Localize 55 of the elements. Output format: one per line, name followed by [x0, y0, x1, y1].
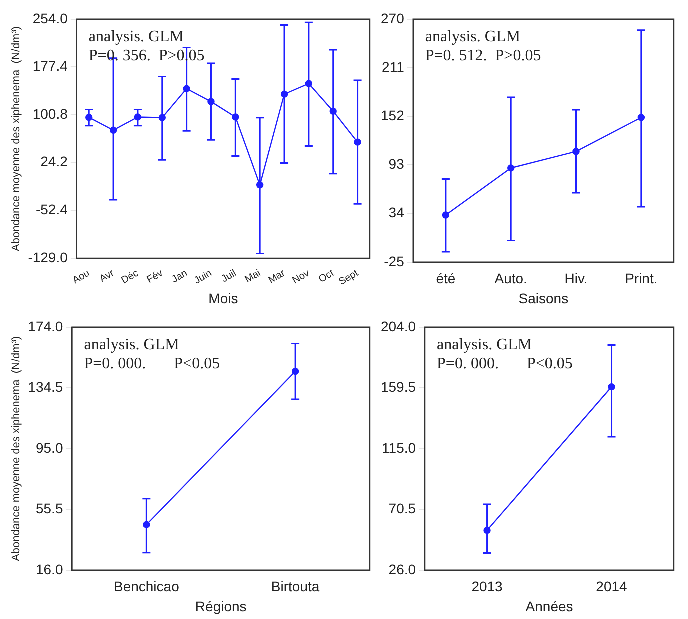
x-tick-label: 2014 — [596, 578, 628, 595]
y-tick-label: 152 — [381, 107, 405, 124]
annotation: analysis. GLM — [84, 336, 180, 354]
x-tick-label: Déc — [120, 268, 141, 287]
x-tick-label: Nov — [290, 268, 312, 287]
y-tick-label: 55.5 — [36, 500, 64, 517]
x-tick-label: Sept — [337, 268, 361, 288]
x-tick-label: Hiv. — [564, 270, 588, 287]
x-tick-label: Auto. — [494, 270, 528, 287]
annotation: analysis. GLM — [425, 28, 520, 46]
x-tick-label: Print. — [625, 270, 658, 287]
y-tick-label: 93 — [388, 156, 405, 172]
annotation: P=0. 000. P<0.05 — [84, 356, 220, 373]
y-tick-label: 254.0 — [32, 10, 68, 26]
x-axis-title: Mois — [208, 290, 238, 306]
x-tick-label: Mai — [243, 268, 263, 286]
y-tick-label: 174.0 — [28, 318, 64, 334]
y-tick-label: 134.5 — [28, 379, 64, 396]
annotation: analysis. GLM — [88, 28, 184, 46]
y-tick-label: -129.0 — [28, 249, 68, 266]
y-tick-label: 211 — [382, 58, 405, 75]
y-tick-label: 95.0 — [36, 440, 64, 456]
annotation: P=0. 000. P<0.05 — [437, 356, 573, 373]
x-tick-label: Oct — [317, 268, 336, 286]
y-tick-label: 159.5 — [380, 379, 416, 396]
y-tick-label: 204.0 — [380, 318, 416, 334]
y-axis-title: Abondance moyenne des xiphenema (N/dm³) — [10, 336, 23, 562]
y-tick-label: 177.4 — [32, 58, 68, 74]
x-tick-label: Avr — [98, 268, 117, 286]
x-tick-label: Fév — [145, 268, 166, 286]
annotation: analysis. GLM — [437, 336, 532, 354]
y-tick-label: 100.8 — [32, 106, 68, 122]
x-axis-title: Régions — [195, 598, 247, 614]
annotation: P=0. 512. P>0.05 — [425, 48, 542, 65]
y-tick-label: 115.0 — [382, 440, 416, 456]
y-tick-label: 70.5 — [388, 500, 416, 517]
x-tick-label: été — [436, 270, 456, 287]
y-tick-label: 24.2 — [40, 154, 68, 170]
x-tick-label: Birtouta — [271, 578, 320, 595]
x-tick-label: Juin — [192, 268, 214, 287]
x-tick-label: Juil — [220, 268, 239, 286]
y-tick-label: 16.0 — [36, 561, 64, 578]
x-tick-label: Mar — [266, 268, 288, 286]
y-tick-label: -25 — [384, 253, 405, 270]
x-tick-label: 2013 — [472, 578, 504, 595]
x-axis-title: Saisons — [518, 290, 569, 306]
x-tick-label: Jan — [170, 268, 190, 286]
y-tick-label: 26.0 — [388, 561, 416, 578]
y-tick-label: 270 — [381, 10, 405, 26]
x-tick-label: Aou — [71, 268, 92, 287]
y-axis-title: Abondance moyenne des xiphenema (N/dm³) — [10, 26, 23, 252]
y-tick-label: -52.4 — [36, 202, 68, 218]
x-axis-title: Années — [526, 598, 574, 614]
y-tick-label: 34 — [388, 204, 405, 221]
x-tick-label: Benchicao — [114, 578, 180, 595]
